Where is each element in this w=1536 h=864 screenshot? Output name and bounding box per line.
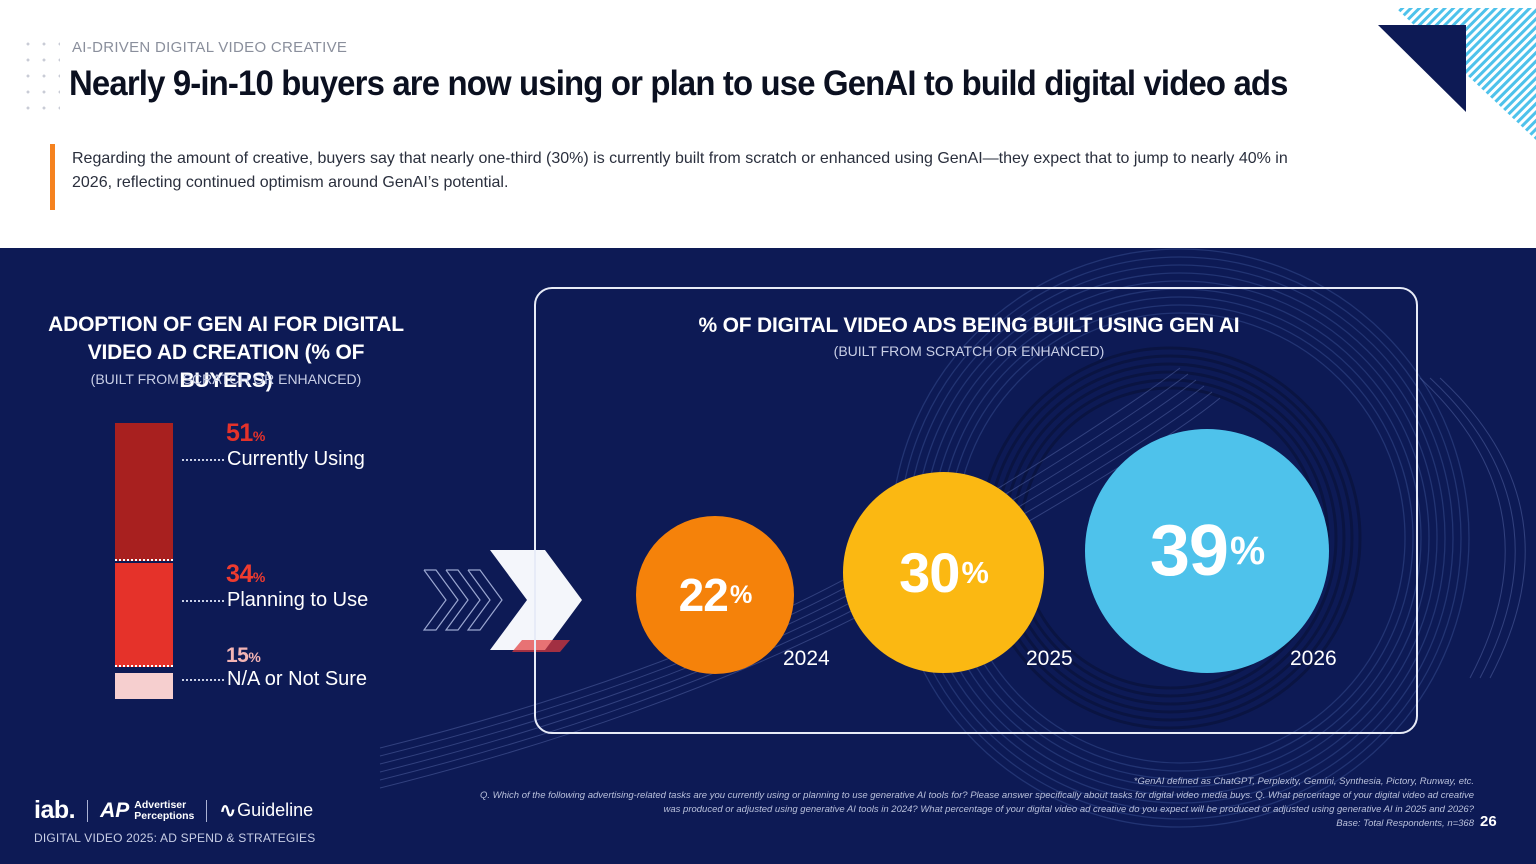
iab-logo: iab. [34,796,76,824]
advertiser-perceptions-logo: AP Advertiser Perceptions [100,798,195,822]
label-currently-using: 51% Currently Using [182,419,365,471]
ap-mark-icon: AP [100,798,130,822]
chevron-arrows-icon [422,550,582,652]
logo-divider [87,799,89,822]
label-text: Planning to Use [227,589,369,611]
adoption-chart-title: ADOPTION OF GEN AI FOR DIGITAL VIDEO AD … [48,313,404,392]
share-chart-frame [534,287,1418,734]
logo-divider [206,799,208,822]
label-text: N/A or Not Sure [227,668,368,690]
label-text: Currently Using [227,448,365,470]
year-label-2026: 2026 [1290,647,1337,670]
year-label-2024: 2024 [783,647,830,670]
corner-stripes-graphic [1378,8,1536,140]
leader-line [182,678,224,681]
page-number: 26 [1480,813,1497,830]
leader-line [182,458,224,461]
guideline-logo: ∿ Guideline [219,800,314,822]
bubble-value-2024: 22 [678,569,729,621]
value-currently-using: 51% [226,419,265,447]
bubble-value-2025: 30 [899,541,960,604]
chart-panel: ADOPTION OF GEN AI FOR DIGITAL VIDEO AD … [0,248,1536,864]
label-planning-to-use: 34% Planning to Use [182,560,368,612]
footnotes: *GenAI defined as ChatGPT, Perplexity, G… [474,775,1474,831]
bar-segment-planning-to-use [115,563,173,667]
intro-paragraph: Regarding the amount of creative, buyers… [72,150,1288,191]
share-chart-subtitle: (BUILT FROM SCRATCH OR ENHANCED) [833,343,1105,359]
intro-accent-bar [50,144,55,210]
label-not-sure: 15% N/A or Not Sure [182,644,367,691]
bar-segment-currently-using [115,423,173,561]
footnote-questions: Q. Which of the following advertising-re… [480,790,1474,815]
year-label-2025: 2025 [1026,647,1073,670]
footnote-base: Base: Total Respondents, n=368 [1336,818,1474,829]
bubble-2024: 22% [636,516,794,674]
report-name: DIGITAL VIDEO 2025: AD SPEND & STRATEGIE… [34,831,316,845]
decorative-dot-grid [20,36,60,116]
section-eyebrow: AI-DRIVEN DIGITAL VIDEO CREATIVE [72,39,348,56]
value-not-sure: 15% [226,644,261,667]
leader-line [182,599,224,602]
share-chart-title: % OF DIGITAL VIDEO ADS BEING BUILT USING… [698,314,1240,337]
adoption-chart-subtitle: (BUILT FROM SCRATCH OR ENHANCED) [90,371,362,387]
partner-logos: iab. AP Advertiser Perceptions ∿ Guidelin… [34,796,313,825]
value-planning-to-use: 34% [226,560,265,588]
bubble-value-2026: 39 [1149,511,1229,591]
footnote-genai-definition: *GenAI defined as ChatGPT, Perplexity, G… [1133,776,1474,787]
guideline-wave-icon: ∿ [219,800,236,822]
page-title: Nearly 9-in-10 buyers are now using or p… [69,64,1288,103]
bar-segment-not-sure [115,673,173,699]
adoption-stacked-bar [115,423,173,699]
bubble-2026: 39% [1085,429,1329,673]
bubble-2025: 30% [843,472,1044,673]
